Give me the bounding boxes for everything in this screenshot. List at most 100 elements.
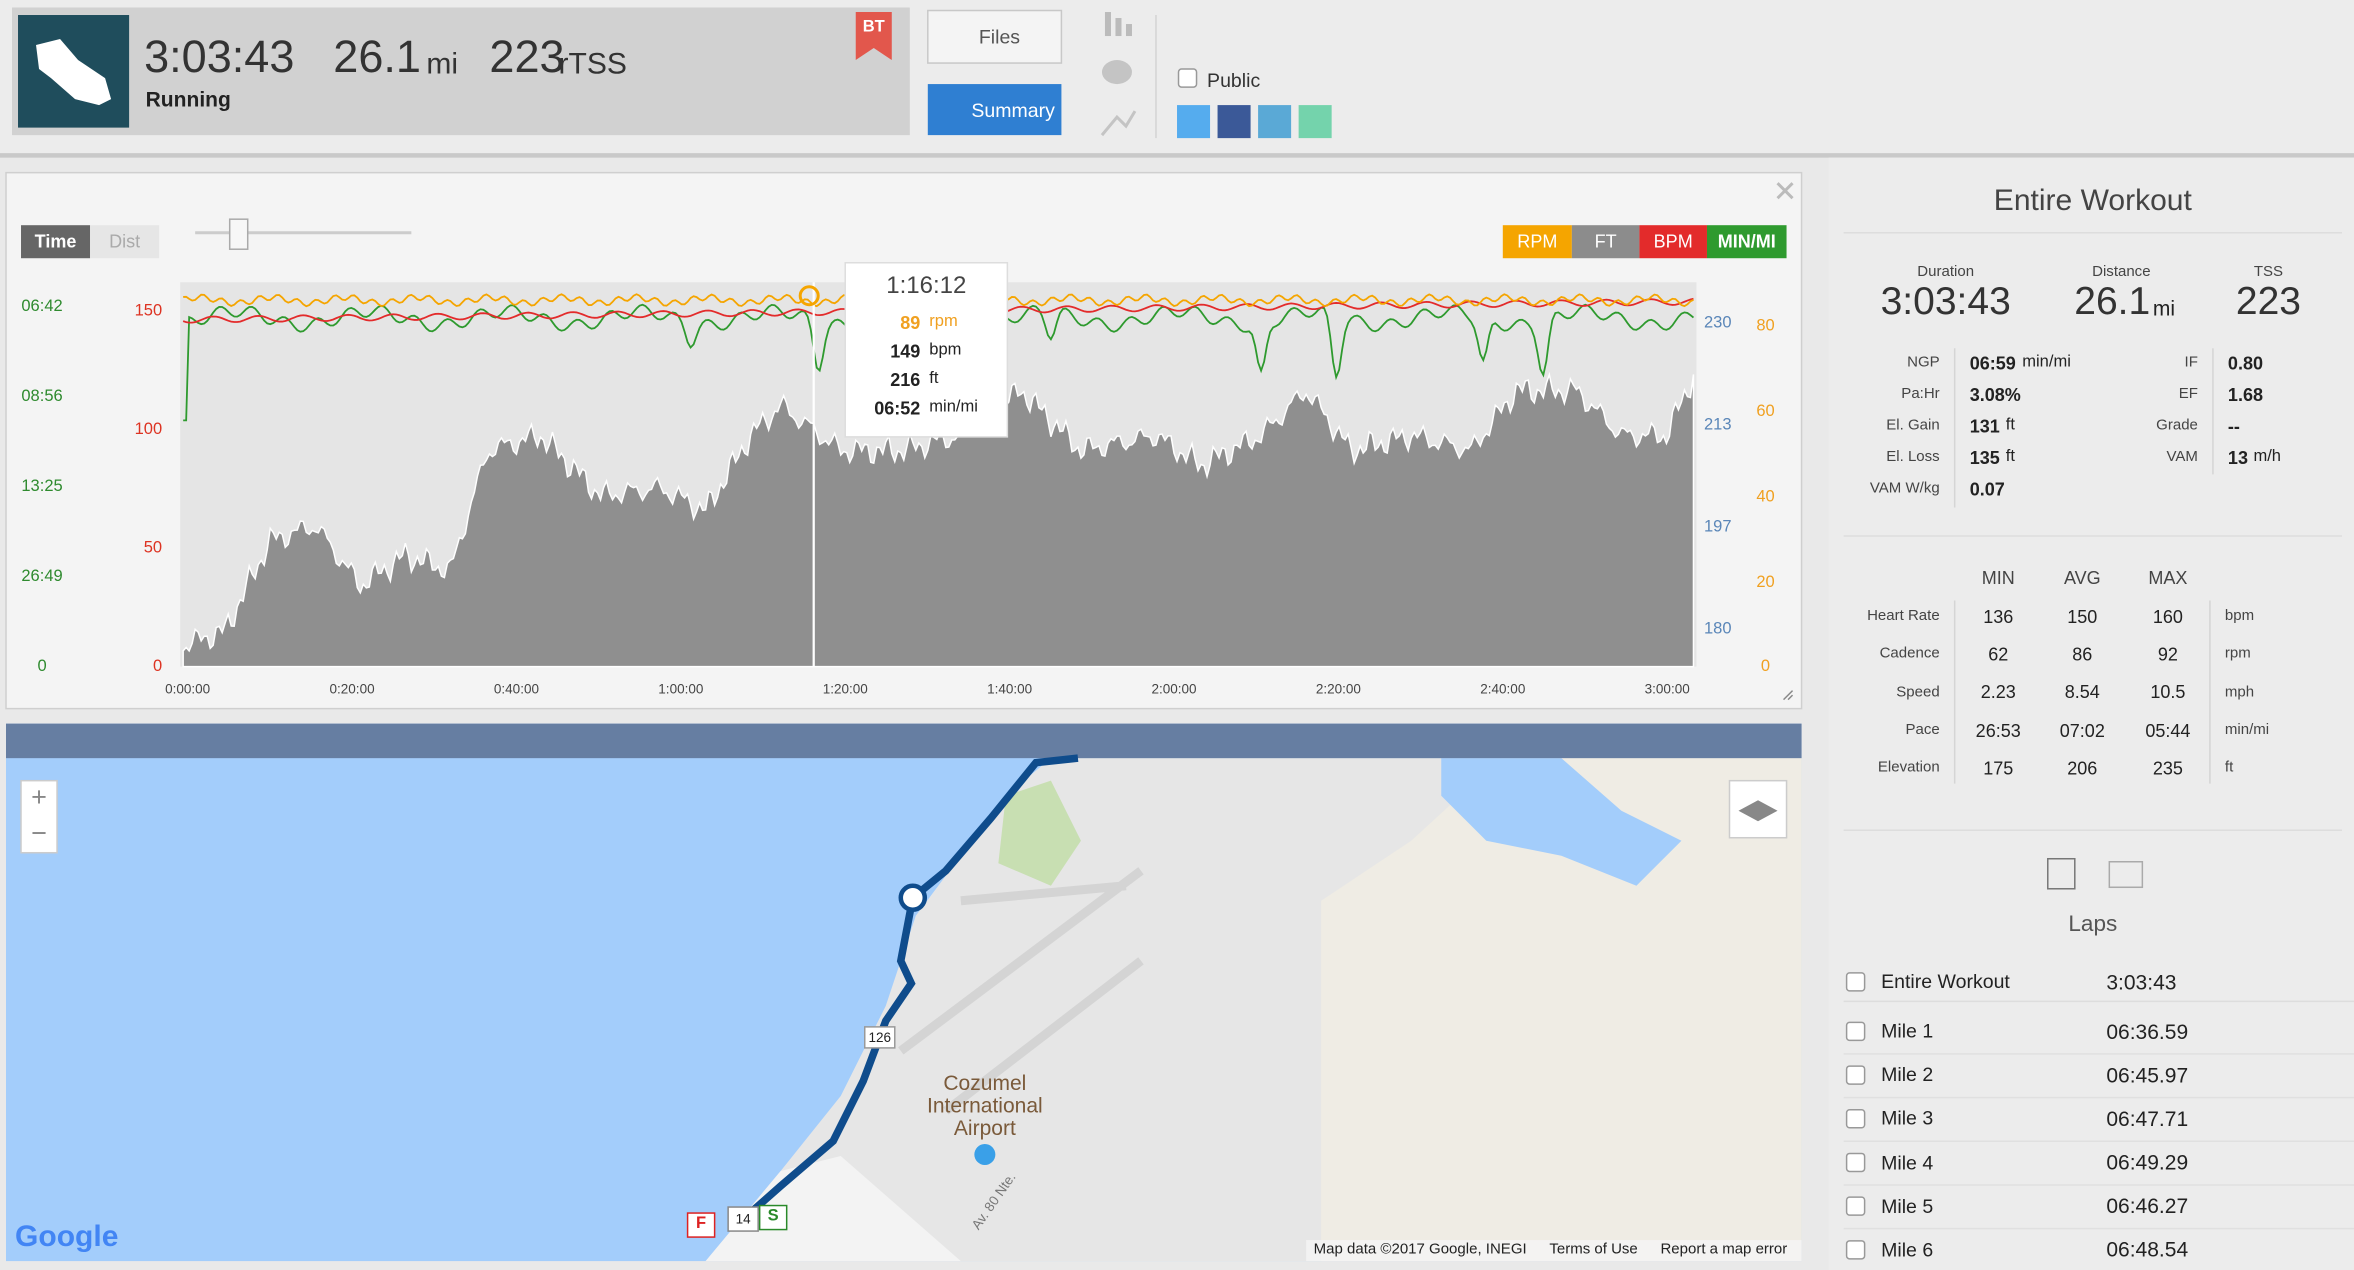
x-tick-label: 2:00:00 xyxy=(1151,680,1197,696)
lap-name[interactable]: Mile 4 xyxy=(1881,1150,1934,1174)
tooltip-value: 216 xyxy=(890,369,921,391)
map-overlay xyxy=(6,723,1802,759)
x-tick-label: 3:00:00 xyxy=(1644,680,1690,696)
legend-button[interactable] xyxy=(1502,225,1572,259)
chart-icon[interactable] xyxy=(1104,12,1111,37)
attribution: Map data ©2017 Google, INEGI xyxy=(1313,1241,1527,1259)
lap-checkbox[interactable] xyxy=(1845,1109,1866,1129)
road-shield xyxy=(863,1026,896,1049)
lap-name[interactable]: Mile 2 xyxy=(1881,1063,1934,1086)
airport-icon xyxy=(974,1143,996,1166)
top-bar-shadow xyxy=(0,153,2354,158)
report-link[interactable]: Report a map error xyxy=(1660,1241,1788,1259)
comment-icon[interactable] xyxy=(1101,60,1132,85)
table-cell: 175 xyxy=(1983,758,2014,780)
facebook-button[interactable] xyxy=(1217,105,1251,139)
public-checkbox[interactable] xyxy=(1177,68,1198,88)
table-row-label: Heart Rate xyxy=(1867,608,1940,625)
table-cell: 05:44 xyxy=(2145,720,2191,742)
duration: 3:03:43 xyxy=(144,33,295,83)
headline-value: 26.1 xyxy=(2074,278,2151,324)
resize-handle[interactable] xyxy=(1783,690,1794,701)
pace-tick-label: 13:25 xyxy=(21,477,63,497)
metric-unit: m/h xyxy=(2253,447,2281,466)
summary-button[interactable] xyxy=(927,84,1062,136)
start-label: S xyxy=(767,1207,779,1226)
close-button[interactable] xyxy=(1776,182,1794,200)
slider-handle[interactable] xyxy=(228,218,249,250)
x-tick-label: 1:40:00 xyxy=(987,680,1033,696)
dist-button[interactable] xyxy=(90,225,160,259)
lap-checkbox[interactable] xyxy=(1845,1196,1866,1216)
legend-label[interactable]: MIN/MI xyxy=(1717,230,1776,252)
metric-value: -- xyxy=(2227,415,2240,437)
lap-name[interactable]: Mile 3 xyxy=(1881,1107,1934,1130)
chart-icon[interactable] xyxy=(1125,24,1132,37)
metric-value: 0.80 xyxy=(2227,352,2263,374)
metric-unit: ft xyxy=(2005,447,2015,466)
time-button-label[interactable]: Time xyxy=(34,230,77,252)
terms-link[interactable]: Terms of Use xyxy=(1549,1241,1638,1259)
graph-icon[interactable] xyxy=(1100,110,1137,137)
time-button[interactable] xyxy=(21,225,91,259)
metric-value: 06:59 xyxy=(1969,352,2016,374)
legend-label[interactable]: RPM xyxy=(1517,230,1558,252)
legend-label[interactable]: BPM xyxy=(1653,230,1693,252)
files-label[interactable]: Files xyxy=(978,25,1021,49)
lap-checkbox[interactable] xyxy=(1845,1021,1866,1042)
chart-icon[interactable] xyxy=(1115,18,1122,37)
zoom-control[interactable] xyxy=(20,779,58,854)
laps-list-icon[interactable] xyxy=(2047,857,2076,890)
metric-label: IF xyxy=(2184,354,2198,371)
table-cell: 26:53 xyxy=(1975,720,2021,742)
files-button[interactable] xyxy=(927,9,1063,64)
lap-name[interactable]: Mile 6 xyxy=(1881,1238,1934,1261)
link-button[interactable] xyxy=(1258,105,1292,139)
lap-name[interactable]: Entire Workout xyxy=(1881,970,2010,993)
workout-card xyxy=(12,7,910,136)
lap-checkbox[interactable] xyxy=(1845,1152,1866,1173)
zoom-in[interactable]: + xyxy=(31,782,47,813)
start-flag xyxy=(758,1204,788,1231)
legend-button[interactable] xyxy=(1706,225,1787,259)
x-tick-label: 1:00:00 xyxy=(658,680,704,696)
table-unit: min/mi xyxy=(2224,721,2270,739)
lap-checkbox[interactable] xyxy=(1845,1240,1866,1260)
layers-button[interactable] xyxy=(1728,779,1788,839)
table-row-label: Speed xyxy=(1896,683,1940,701)
cursor-dot xyxy=(798,285,820,307)
badge-ribbon xyxy=(855,12,892,61)
metric-value: 3.08% xyxy=(1969,384,2021,406)
summary-label[interactable]: Summary xyxy=(971,99,1055,122)
elevation-tick-label: 213 xyxy=(1703,416,1732,435)
legend-button[interactable] xyxy=(1639,225,1707,259)
dist-button-label[interactable]: Dist xyxy=(109,230,141,252)
metric-value: 135 xyxy=(1969,447,2000,469)
lap-checkbox[interactable] xyxy=(1845,972,1866,992)
twitter-button[interactable] xyxy=(1177,105,1211,139)
metric-label: El. Gain xyxy=(1886,417,1940,434)
attribution-bar xyxy=(1306,1240,1802,1262)
lap-checkbox[interactable] xyxy=(1845,1065,1866,1085)
table-unit: mph xyxy=(2224,683,2255,701)
table-cell: 8.54 xyxy=(2064,682,2100,704)
lap-name[interactable]: Mile 1 xyxy=(1881,1019,1934,1043)
tooltip-time: 1:16:12 xyxy=(886,273,967,300)
legend-button[interactable] xyxy=(1571,225,1640,259)
road-label: 14 xyxy=(735,1210,751,1226)
table-cell: 62 xyxy=(1988,644,2009,666)
table-cell: 86 xyxy=(2072,644,2093,666)
headline-label: Duration xyxy=(1917,264,1975,281)
email-button[interactable] xyxy=(1298,105,1332,139)
lap-name[interactable]: Mile 5 xyxy=(1881,1194,1934,1217)
legend-label[interactable]: FT xyxy=(1594,230,1617,252)
map xyxy=(6,723,1802,1262)
layers-icon[interactable] xyxy=(1738,800,1778,822)
table-header: MIN xyxy=(1981,567,2015,589)
zoom-out[interactable]: − xyxy=(31,818,47,849)
public-label[interactable]: Public xyxy=(1207,69,1261,92)
lap-time: 06:47.71 xyxy=(2106,1106,2189,1131)
laps-grid-icon[interactable] xyxy=(2108,860,2144,889)
elevation-tick-label: 230 xyxy=(1703,314,1732,333)
